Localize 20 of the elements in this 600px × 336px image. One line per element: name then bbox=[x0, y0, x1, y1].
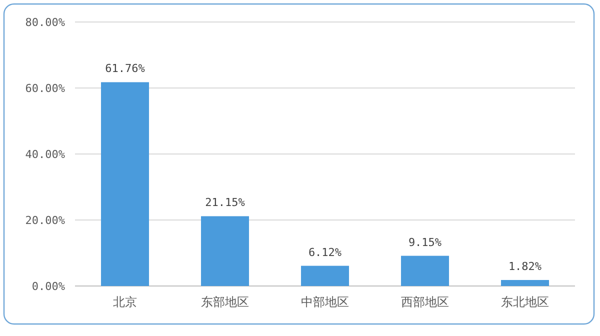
x-tick-label: 西部地区 bbox=[401, 295, 449, 309]
bar bbox=[301, 266, 349, 286]
data-label: 61.76% bbox=[105, 62, 146, 76]
x-tick-label: 中部地区 bbox=[301, 295, 349, 309]
bar bbox=[401, 256, 449, 286]
x-tick-label: 北京 bbox=[113, 295, 137, 309]
data-label: 6.12% bbox=[308, 246, 342, 259]
y-tick-label: 80.00% bbox=[25, 16, 66, 29]
bar bbox=[201, 216, 249, 286]
y-tick-label: 60.00% bbox=[25, 82, 66, 95]
data-label: 21.15% bbox=[205, 196, 246, 210]
bar bbox=[501, 280, 549, 286]
y-tick-label: 20.00% bbox=[25, 214, 66, 227]
bar bbox=[101, 82, 149, 286]
x-tick-label: 东北地区 bbox=[501, 295, 549, 309]
x-tick-label: 东部地区 bbox=[201, 295, 249, 309]
data-label: 9.15% bbox=[408, 236, 442, 249]
data-label: 1.82% bbox=[508, 260, 542, 273]
y-tick-label: 0.00% bbox=[32, 280, 66, 293]
y-tick-label: 40.00% bbox=[25, 148, 66, 161]
